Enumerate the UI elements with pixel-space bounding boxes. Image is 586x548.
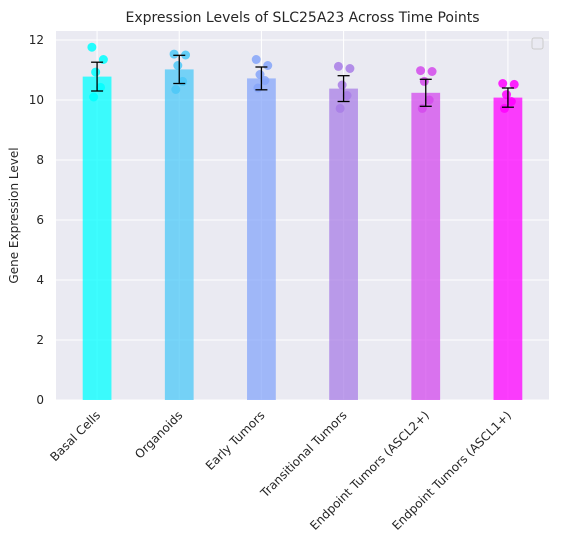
data-point xyxy=(427,67,437,76)
y-tick-label: 6 xyxy=(36,213,44,227)
data-point xyxy=(171,85,181,94)
data-point xyxy=(499,103,509,113)
data-point xyxy=(498,79,508,88)
data-point xyxy=(89,92,99,102)
data-point xyxy=(255,70,265,79)
bar xyxy=(493,97,523,400)
plot-area xyxy=(56,31,549,400)
y-tick-label: 8 xyxy=(36,153,44,167)
data-point xyxy=(91,67,101,77)
data-point xyxy=(263,61,273,70)
data-point xyxy=(173,61,183,70)
y-tick-label: 12 xyxy=(29,33,44,47)
error-bars-layer xyxy=(91,54,514,108)
data-point xyxy=(251,55,261,64)
data-point xyxy=(181,50,191,60)
x-tick-label: Transitional Tumors xyxy=(257,408,350,501)
y-tick-label: 0 xyxy=(36,393,44,407)
data-point xyxy=(501,90,511,100)
bar xyxy=(247,78,276,401)
x-tick-label: Organoids xyxy=(132,408,185,461)
bars-layer xyxy=(82,69,523,401)
data-point xyxy=(342,91,352,100)
data-point xyxy=(335,103,345,113)
x-tick-labels: Basal Cells Organoids Early TumorsTransiti… xyxy=(47,408,514,533)
data-point xyxy=(416,66,426,76)
data-point xyxy=(424,95,434,105)
data-point xyxy=(345,64,355,73)
x-tick-label: Early Tumors xyxy=(203,408,268,473)
bar xyxy=(164,69,194,401)
data-point xyxy=(337,80,347,90)
y-axis-label: Gene Expression Level xyxy=(7,147,21,283)
legend-box xyxy=(531,37,544,50)
bar xyxy=(329,88,358,400)
data-point xyxy=(96,82,106,92)
chart-title: Expression Levels of SLC25A23 Across Tim… xyxy=(125,10,479,26)
bar xyxy=(411,92,441,401)
y-tick-labels: 0 2 4 6 8 10 12 xyxy=(29,33,44,407)
data-point xyxy=(333,61,343,71)
y-tick-label: 4 xyxy=(36,273,44,287)
y-tick-label: 2 xyxy=(36,333,44,347)
data-point xyxy=(87,42,97,52)
data-point xyxy=(260,76,270,85)
points-layer xyxy=(87,42,519,113)
x-tick-label: Basal Cells xyxy=(47,408,103,464)
data-point xyxy=(419,76,429,86)
y-tick-label: 10 xyxy=(29,93,44,107)
data-point xyxy=(509,79,519,89)
data-point xyxy=(169,49,179,59)
data-point xyxy=(506,97,516,106)
bar xyxy=(82,76,112,400)
